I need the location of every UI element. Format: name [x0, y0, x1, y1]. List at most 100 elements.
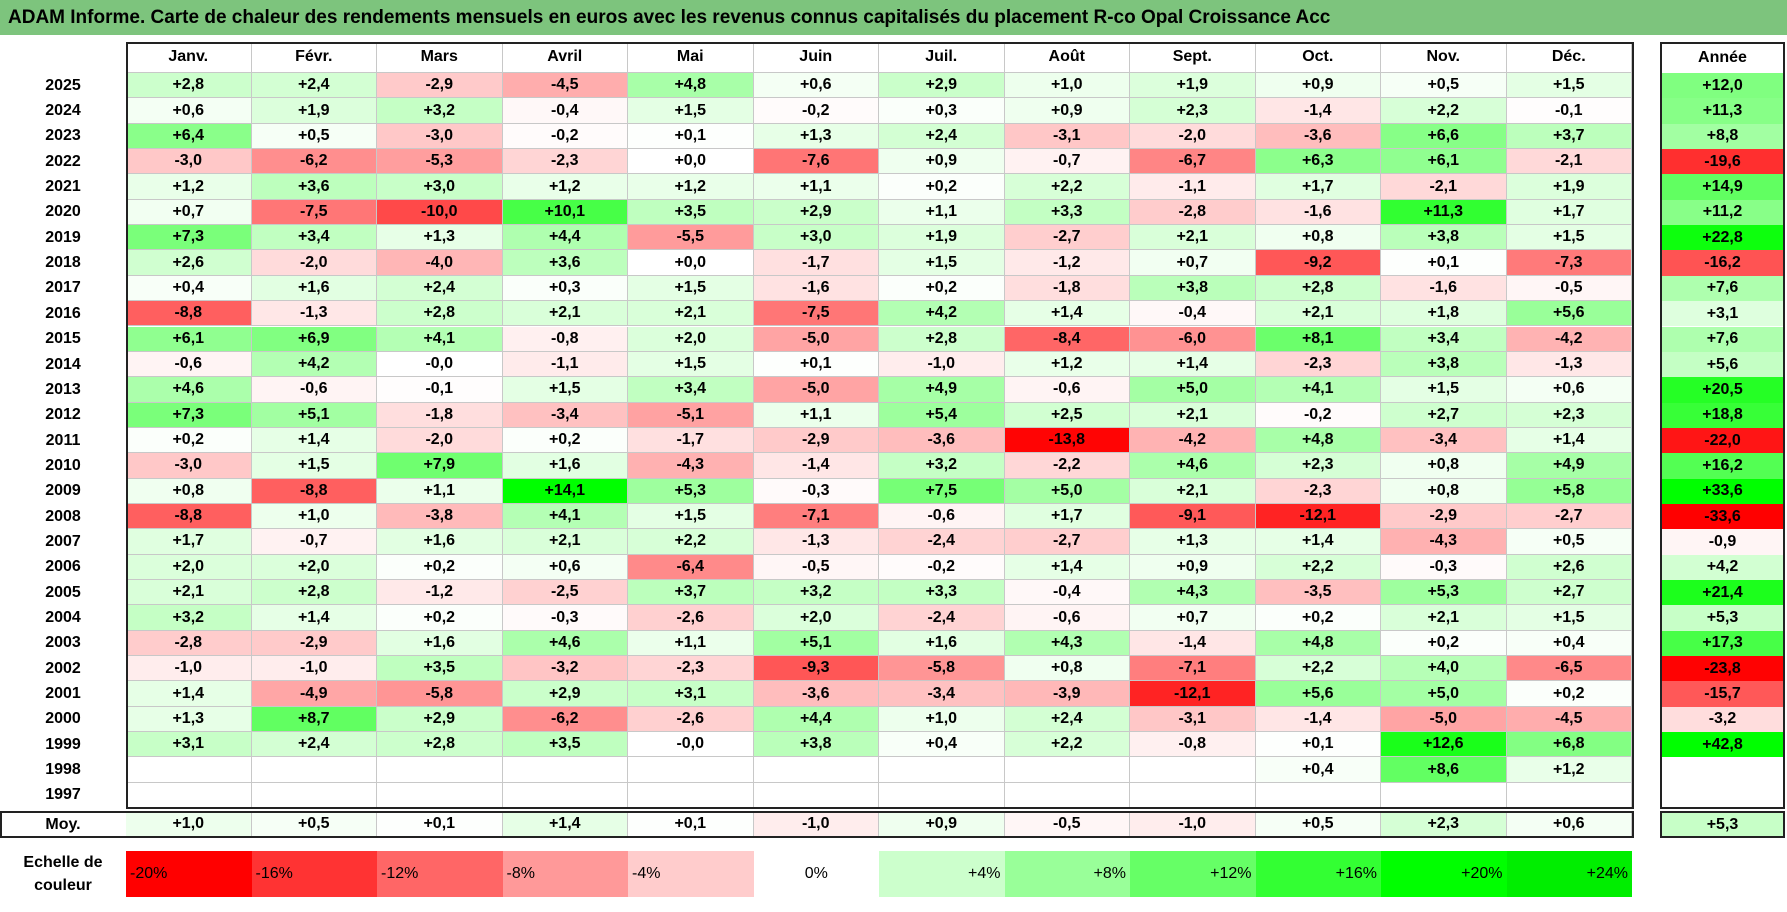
average-cell: +0,6: [1506, 811, 1632, 838]
heatmap-cell: +1,3: [1130, 529, 1256, 555]
heatmap-cell: -1,1: [502, 351, 628, 378]
heatmap-cell: -2,9: [753, 427, 879, 454]
heatmap-cell: +1,2: [126, 174, 252, 200]
heatmap-cell: -5,3: [377, 149, 503, 175]
heatmap-cell: -1,0: [879, 351, 1005, 378]
heatmap-cell: -2,3: [628, 656, 754, 682]
year-label: 2015: [0, 326, 126, 352]
heatmap-cell: +5,3: [1381, 580, 1507, 606]
annual-cell: -33,6: [1660, 503, 1785, 530]
heatmap-cell: +1,8: [1381, 301, 1507, 327]
heatmap-cell: +2,3: [1130, 98, 1256, 124]
heatmap-cell: +0,2: [1506, 681, 1632, 707]
heatmap-cell: +6,6: [1381, 123, 1507, 150]
heatmap-cell: +8,7: [251, 706, 377, 733]
legend-swatch: +16%: [1255, 851, 1381, 897]
heatmap-cell: +3,0: [377, 174, 503, 200]
annual-cell: -3,2: [1660, 706, 1785, 733]
heatmap-cell: +2,3: [1506, 402, 1632, 428]
heatmap-cell: [1381, 782, 1507, 809]
heatmap-cell: +4,6: [126, 377, 252, 403]
heatmap-cell: +3,4: [251, 225, 377, 251]
annual-column-header: Année: [1660, 42, 1785, 73]
year-label: 2018: [0, 250, 126, 276]
heatmap-cell: -9,1: [1130, 503, 1256, 530]
heatmap-cell: +3,0: [753, 225, 879, 251]
heatmap-cell: -2,1: [1381, 174, 1507, 200]
heatmap-cell: +4,3: [1004, 630, 1130, 657]
annual-cell: +14,9: [1660, 174, 1785, 200]
annual-cell: +42,8: [1660, 732, 1785, 758]
heatmap-cell: -2,3: [1255, 351, 1381, 378]
heatmap-cell: +1,2: [628, 174, 754, 200]
heatmap-cell: -7,3: [1506, 250, 1632, 276]
heatmap-cell: [251, 782, 377, 809]
heatmap-cell: -5,0: [1381, 706, 1507, 733]
heatmap-cell: [1506, 782, 1632, 809]
heatmap-cell: -1,0: [251, 656, 377, 682]
heatmap-cell: +1,1: [879, 199, 1005, 226]
heatmap-cell: -6,7: [1130, 149, 1256, 175]
heatmap-cell: [1130, 782, 1256, 809]
heatmap-cell: -0,2: [753, 98, 879, 124]
heatmap-cell: -6,2: [502, 706, 628, 733]
heatmap-cell: -2,3: [1255, 478, 1381, 504]
heatmap-cell: +1,4: [1130, 351, 1256, 378]
heatmap-cell: -4,3: [1381, 529, 1507, 555]
heatmap-cell: +1,7: [126, 529, 252, 555]
annual-cell: +5,6: [1660, 351, 1785, 378]
heatmap-cell: +2,6: [1506, 554, 1632, 580]
annual-cell: -16,2: [1660, 250, 1785, 276]
heatmap-cell: -8,8: [126, 503, 252, 530]
heatmap-cell: +3,4: [628, 377, 754, 403]
year-label: 2003: [0, 630, 126, 657]
heatmap-cell: +4,8: [628, 73, 754, 99]
heatmap-cell: +1,6: [251, 275, 377, 302]
heatmap-cell: +11,3: [1381, 199, 1507, 226]
heatmap-cell: -2,6: [628, 605, 754, 631]
heatmap-cell: [251, 757, 377, 783]
legend-swatch: +24%: [1506, 851, 1632, 897]
heatmap-cell: +1,7: [1506, 199, 1632, 226]
heatmap-cell: +1,5: [1506, 605, 1632, 631]
heatmap-cell: -6,0: [1130, 326, 1256, 352]
heatmap-cell: +1,2: [502, 174, 628, 200]
heatmap-cell: -0,6: [1004, 605, 1130, 631]
heatmap-cell: -0,0: [628, 732, 754, 758]
heatmap-cell: +0,7: [126, 199, 252, 226]
heatmap-cell: +0,1: [1255, 732, 1381, 758]
heatmap-cell: -1,4: [1255, 706, 1381, 733]
heatmap-cell: +8,6: [1381, 757, 1507, 783]
heatmap-cell: +3,6: [251, 174, 377, 200]
heatmap-cell: +5,0: [1381, 681, 1507, 707]
heatmap-cell: +6,1: [126, 326, 252, 352]
heatmap-cell: +1,7: [1004, 503, 1130, 530]
average-cell: +2,3: [1381, 811, 1507, 838]
heatmap-cell: +1,3: [126, 706, 252, 733]
heatmap-cell: -10,0: [377, 199, 503, 226]
heatmap-cell: -3,6: [753, 681, 879, 707]
heatmap-cell: -0,2: [1255, 402, 1381, 428]
heatmap-cell: -0,1: [377, 377, 503, 403]
heatmap-cell: +3,2: [126, 605, 252, 631]
heatmap-cell: -1,2: [1004, 250, 1130, 276]
heatmap-cell: +0,9: [1255, 73, 1381, 99]
heatmap-cell: +3,3: [879, 580, 1005, 606]
year-label: 1997: [0, 782, 126, 809]
legend-label-line1: Echelle de: [23, 854, 103, 871]
year-label: 2012: [0, 402, 126, 428]
annual-cell: +20,5: [1660, 377, 1785, 403]
heatmap-cell: +2,2: [1255, 656, 1381, 682]
heatmap-cell: [126, 757, 252, 783]
heatmap-cell: [879, 757, 1005, 783]
heatmap-cell: -8,4: [1004, 326, 1130, 352]
heatmap-cell: -7,1: [1130, 656, 1256, 682]
heatmap-cell: +1,4: [126, 681, 252, 707]
heatmap-cell: +2,1: [1130, 225, 1256, 251]
heatmap-cell: -0,5: [753, 554, 879, 580]
heatmap-cell: +2,3: [1255, 453, 1381, 479]
year-label: 2021: [0, 174, 126, 200]
heatmap-cell: +5,6: [1255, 681, 1381, 707]
heatmap-cell: +4,2: [879, 301, 1005, 327]
year-label: 2020: [0, 199, 126, 226]
